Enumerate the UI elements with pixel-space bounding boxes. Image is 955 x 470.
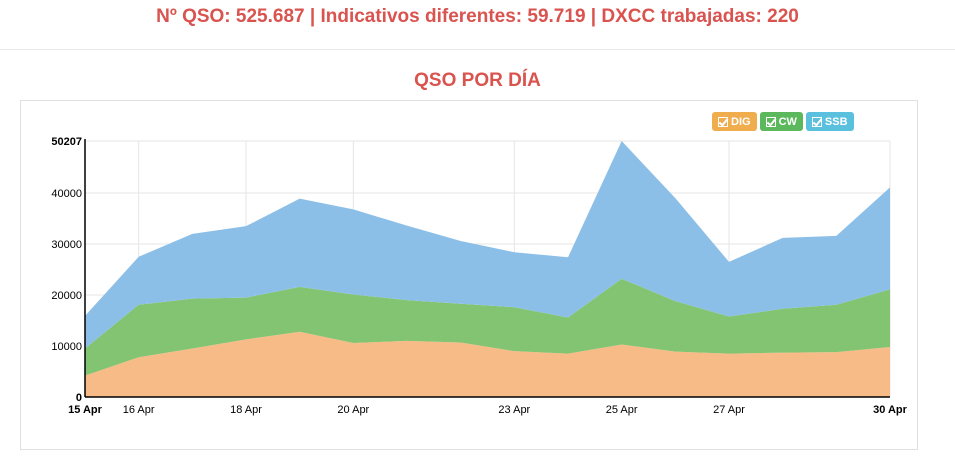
y-tick-label: 20000 (51, 290, 82, 302)
area-cw (85, 278, 890, 376)
x-tick-label: 15 Apr (68, 404, 103, 416)
x-tick-label: 23 Apr (498, 404, 530, 416)
x-tick-label: 18 Apr (230, 404, 262, 416)
chart-panel (20, 100, 918, 450)
legend-label: SSB (824, 115, 848, 128)
y-tick-label: 40000 (51, 188, 82, 200)
y-tick-label: 30000 (51, 239, 82, 251)
checkbox-icon (811, 116, 822, 127)
legend-item-ssb[interactable]: SSB (805, 112, 854, 131)
stats-summary: Nº QSO: 525.687 | Indicativos diferentes… (156, 6, 799, 27)
chart-title: QSO POR DÍA (414, 70, 541, 91)
y-tick-label: 50207 (51, 136, 82, 148)
area-dig (85, 331, 890, 397)
checkbox-icon (718, 116, 728, 127)
legend-label: CW (778, 115, 797, 128)
area-ssb (85, 141, 890, 349)
legend-label: DIG (731, 115, 751, 128)
x-tick-label: 27 Apr (713, 404, 745, 416)
x-tick-label: 25 Apr (606, 404, 638, 416)
y-tick-label: 0 (76, 392, 82, 404)
legend-item-dig[interactable]: DIG (712, 112, 757, 131)
x-tick-label: 16 Apr (123, 404, 155, 416)
checkbox-icon (765, 116, 776, 127)
chart-legend: DIG CW SSB (712, 112, 854, 131)
legend-item-cw[interactable]: CW (759, 112, 803, 131)
x-tick-label: 30 Apr (873, 404, 908, 416)
divider (0, 49, 955, 50)
x-tick-label: 20 Apr (337, 404, 369, 416)
y-tick-label: 10000 (51, 341, 82, 353)
